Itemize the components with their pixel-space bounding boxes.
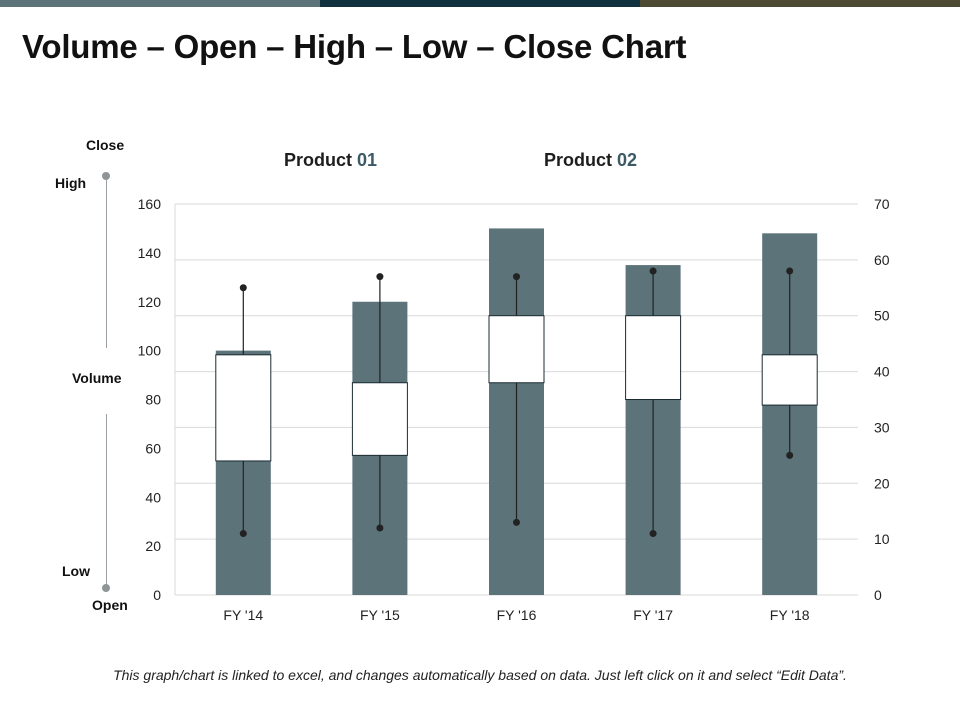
low-point bbox=[376, 524, 384, 532]
product-01-label: Product 01 bbox=[284, 150, 377, 171]
left-tick-label: 120 bbox=[138, 294, 162, 310]
left-tick-label: 40 bbox=[145, 489, 161, 505]
x-tick-label: FY '16 bbox=[497, 607, 537, 623]
left-tick-label: 20 bbox=[145, 538, 161, 554]
high-point bbox=[513, 273, 520, 281]
page-title: Volume – Open – High – Low – Close Chart bbox=[22, 28, 687, 65]
accent-segment-1 bbox=[0, 0, 320, 7]
right-tick-label: 60 bbox=[874, 252, 890, 268]
low-point bbox=[649, 530, 657, 538]
legend-lower-line bbox=[106, 414, 107, 586]
low-point bbox=[513, 518, 520, 526]
left-tick-label: 160 bbox=[138, 196, 162, 212]
low-point bbox=[239, 530, 247, 538]
high-point bbox=[649, 267, 657, 275]
candle-wicks bbox=[239, 267, 794, 538]
product-01-number: 01 bbox=[357, 150, 378, 170]
right-tick-label: 40 bbox=[874, 364, 890, 380]
legend-volume-label: Volume bbox=[72, 370, 122, 386]
right-tick-label: 10 bbox=[874, 531, 890, 547]
accent-segment-3 bbox=[640, 0, 960, 7]
candle-body-up bbox=[351, 382, 408, 456]
legend-high-label: High bbox=[55, 175, 87, 191]
product-01-text: Product bbox=[284, 150, 358, 170]
x-axis-labels: FY '14 FY '15 FY '16 FY '17 FY '18 bbox=[223, 607, 809, 623]
x-tick-label: FY '18 bbox=[770, 607, 810, 623]
x-tick-label: FY '17 bbox=[633, 607, 673, 623]
accent-segment-2 bbox=[320, 0, 640, 7]
right-axis-ticks: 0 10 20 30 40 50 60 70 bbox=[874, 196, 890, 603]
product-02-label: Product 02 bbox=[544, 150, 637, 171]
right-tick-label: 0 bbox=[874, 587, 882, 603]
product-02-text: Product bbox=[544, 150, 618, 170]
candle-body-up bbox=[761, 354, 818, 406]
left-tick-label: 100 bbox=[138, 343, 162, 359]
left-tick-label: 0 bbox=[153, 587, 161, 603]
low-point bbox=[786, 451, 794, 459]
left-tick-label: 80 bbox=[145, 392, 161, 408]
legend-low-marker bbox=[102, 584, 110, 592]
product-02-number: 02 bbox=[617, 150, 638, 170]
candle-bodies bbox=[215, 315, 818, 462]
top-accent-bar bbox=[0, 0, 960, 7]
candle-body-up bbox=[488, 315, 545, 384]
left-axis-ticks: 0 20 40 60 80 100 120 140 160 bbox=[138, 196, 162, 603]
legend-open-label: Open bbox=[92, 597, 128, 613]
legend-close-label: Close bbox=[86, 137, 125, 153]
x-tick-label: FY '15 bbox=[360, 607, 400, 623]
right-tick-label: 30 bbox=[874, 419, 890, 435]
footer-note: This graph/chart is linked to excel, and… bbox=[113, 667, 847, 683]
high-point bbox=[786, 267, 794, 275]
high-point bbox=[376, 273, 384, 281]
x-tick-label: FY '14 bbox=[223, 607, 263, 623]
right-tick-label: 20 bbox=[874, 475, 890, 491]
left-tick-label: 60 bbox=[145, 440, 161, 456]
right-tick-label: 50 bbox=[874, 308, 890, 324]
legend-low-label: Low bbox=[62, 563, 90, 579]
right-tick-label: 70 bbox=[874, 196, 890, 212]
left-tick-label: 140 bbox=[138, 245, 162, 261]
high-point bbox=[239, 284, 247, 292]
legend-high-marker bbox=[102, 172, 110, 180]
candle-body-up bbox=[625, 315, 682, 401]
candle-body-up bbox=[215, 354, 272, 462]
legend-upper-line bbox=[106, 180, 107, 348]
